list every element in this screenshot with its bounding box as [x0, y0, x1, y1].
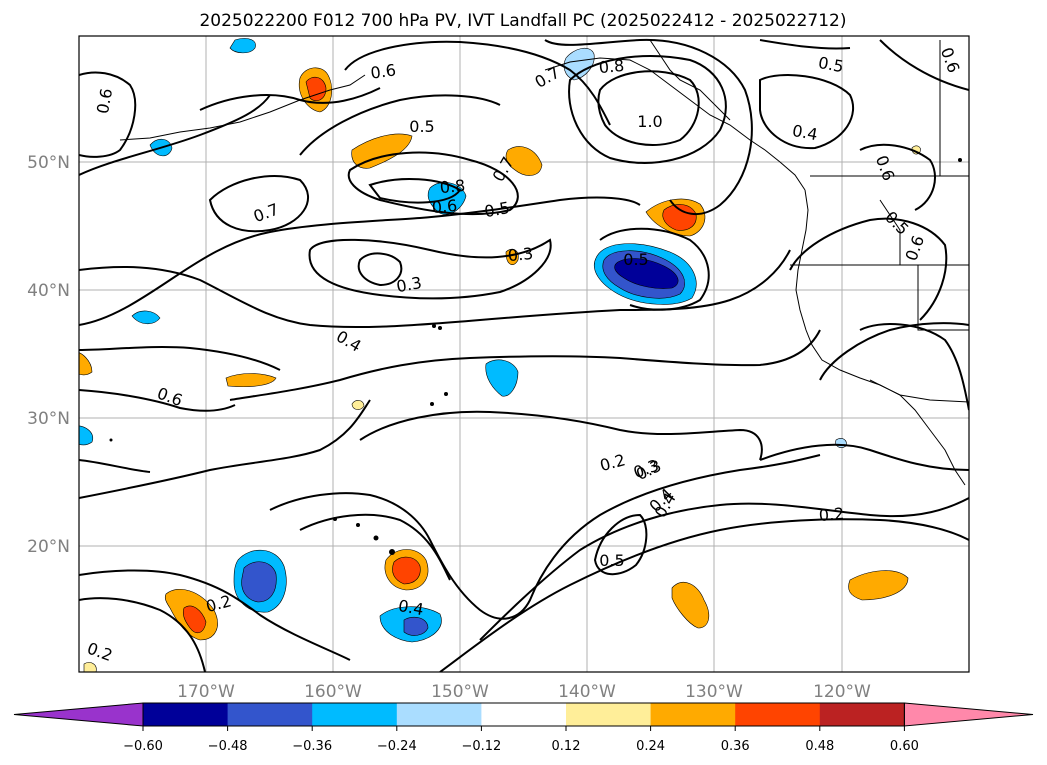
contour-label: 0.8 [439, 176, 466, 197]
pv-blob-positive [351, 133, 413, 169]
contour-label: 0.4 [791, 121, 819, 144]
coastlines [119, 39, 969, 486]
colorbar-tick-label: −0.48 [208, 739, 248, 754]
colorbar-tick-label: −0.36 [292, 739, 332, 754]
pv-blob-negative-mid [241, 561, 277, 603]
colorbar-tick-label: −0.24 [377, 739, 417, 754]
colorbar-tick-label: 0.36 [721, 739, 750, 754]
colorbar-tick-label: −0.12 [461, 739, 501, 754]
colorbar-segment [819, 703, 905, 726]
colorbar-segment [481, 703, 567, 726]
contour-label: 0.6 [431, 196, 458, 217]
pv-blob-positive [848, 570, 909, 601]
contour-label: 0.5 [599, 551, 624, 570]
colorbar-segment [312, 703, 398, 726]
lat-label: 40°N [27, 281, 70, 301]
contour-label: 0.6 [93, 87, 116, 115]
colorbar-tick-label: 0.48 [805, 739, 834, 754]
pv-blob-positive-core [182, 605, 207, 634]
contour-label: 0.8 [598, 56, 625, 77]
lon-label: 120°W [813, 682, 871, 702]
pv-blob-weak-positive [351, 400, 365, 410]
lon-label: 170°W [177, 682, 235, 702]
lat-label: 20°N [27, 537, 70, 557]
pv-blob-positive-core [662, 204, 697, 231]
pv-blob-positive [505, 146, 543, 176]
colorbar-segment [396, 703, 482, 726]
lon-label: 150°W [431, 682, 489, 702]
pv-blob-negative-core [614, 258, 679, 289]
colorbar-segment [566, 703, 652, 726]
lon-label: 140°W [558, 682, 616, 702]
contour-label: 0.3 [507, 244, 534, 265]
pv-blob-positive [225, 373, 277, 388]
longitude-labels: 170°W 160°W 150°W 140°W 130°W 120°W [177, 682, 871, 702]
pv-blob-positive [671, 582, 710, 629]
contour-label: 0.5 [623, 250, 648, 269]
pv-blob-weak-positive [83, 662, 97, 672]
pv-blob-negative [485, 359, 519, 397]
map-background [79, 36, 969, 672]
pv-blob-positive [505, 248, 519, 265]
contour-label: 0.5 [817, 53, 845, 76]
colorbar-segment [227, 703, 313, 726]
colorbar-frame [142, 702, 905, 727]
latitude-labels: 50°N 40°N 30°N 20°N [27, 153, 70, 557]
contour-label: 0.5 [409, 117, 434, 136]
contour-label: 0.5 [483, 198, 511, 221]
lat-label: 30°N [27, 409, 70, 429]
pv-blob-positive [79, 352, 93, 376]
pv-blob-positive-core [392, 556, 421, 585]
lon-label: 160°W [304, 682, 362, 702]
colorbar-tick-label: −0.60 [123, 739, 163, 754]
contour-label: 1.0 [637, 112, 662, 131]
figure-title: 2025022200 F012 700 hPa PV, IVT Landfall… [199, 11, 846, 31]
colorbar-tick-label: 0.24 [636, 739, 665, 754]
lon-label: 130°W [685, 682, 743, 702]
colorbar-tick-label: 0.60 [890, 739, 919, 754]
islands [109, 158, 962, 555]
contour-label: 0.4 [397, 596, 425, 619]
map-frame [78, 35, 970, 673]
graticule [79, 36, 969, 672]
colorbar: −0.60 −0.48 −0.36 −0.24 −0.12 0.12 0.24 0.36 0.4… [13, 702, 1034, 754]
pv-blob-negative [131, 310, 161, 325]
contour-label: 0.6 [369, 60, 397, 82]
ivt-contours [79, 38, 969, 672]
pv-blob-weak-negative [835, 438, 847, 448]
pv-blob-positive-core [305, 76, 327, 101]
colorbar-segment [143, 703, 229, 726]
colorbar-tick-label: 0.12 [552, 739, 581, 754]
contour-label: 0.2 [818, 504, 845, 525]
lat-label: 50°N [27, 153, 70, 173]
pv-blob-negative [79, 425, 94, 446]
colorbar-segment [735, 703, 821, 726]
colorbar-segment [650, 703, 736, 726]
pv-blob-negative [229, 38, 256, 54]
contour-label: 0.3 [395, 273, 423, 296]
colorbar-extend-left [13, 702, 144, 727]
pv-blob-negative-mid [403, 616, 429, 636]
colorbar-extend-right [903, 702, 1034, 727]
